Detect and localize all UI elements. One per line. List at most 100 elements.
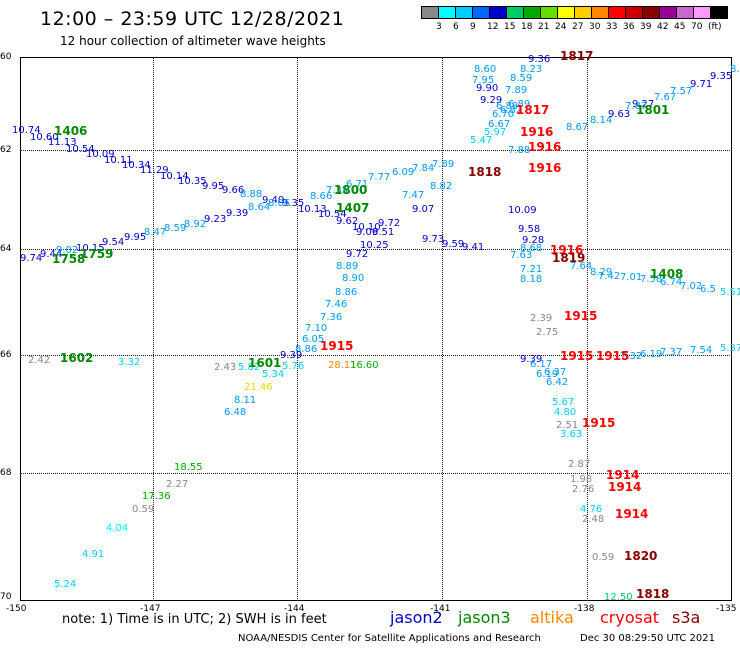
wave-height-value: 5.76 — [282, 361, 305, 372]
wave-height-value: 0.59 — [132, 504, 155, 515]
x-axis-label: -138 — [574, 604, 595, 614]
wave-height-value: 9.23 — [204, 214, 227, 225]
wave-height-value: 6.71 — [346, 179, 369, 190]
wave-height-value: 8.18 — [520, 274, 543, 285]
wave-height-value: 8.64 — [248, 202, 271, 213]
x-axis-label: -150 — [6, 604, 27, 614]
hour-label: 1817 — [516, 103, 550, 117]
x-axis-label: -135 — [716, 604, 737, 614]
grid-line-lat-66 — [20, 355, 732, 356]
wave-height-value: 8.89 — [336, 261, 359, 272]
hour-label: 1915 — [564, 309, 598, 323]
hour-label: 1408 — [650, 267, 684, 281]
grid-line-lon-144 — [297, 57, 298, 601]
color-swatch — [421, 6, 439, 19]
color-scale-label: 39 — [640, 22, 652, 32]
wave-height-value: 7.57 — [670, 86, 693, 97]
wave-height-value: 8.68 — [520, 243, 543, 254]
wave-height-value: 10.11 — [104, 155, 133, 166]
wave-height-value: 7.21 — [520, 264, 543, 275]
wave-height-value: 6.82 — [500, 105, 523, 116]
wave-height-value: 8.59 — [510, 73, 533, 84]
x-axis-label: -144 — [284, 604, 305, 614]
wave-height-value: 8.11 — [234, 395, 257, 406]
wave-height-value: 8.59 — [164, 223, 187, 234]
grid-line-lat-62 — [20, 150, 732, 151]
wave-height-value: 10.54 — [66, 144, 95, 155]
color-scale-label: 12 — [487, 22, 499, 32]
wave-height-value: 10.13 — [298, 204, 327, 215]
color-swatch — [608, 6, 626, 19]
hour-label: 1759 — [80, 247, 114, 261]
wave-height-value: 8.76 — [730, 64, 740, 75]
color-scale-label: 42 — [657, 22, 669, 32]
wave-height-value: 3.32 — [118, 357, 141, 368]
wave-height-value: 2.51 — [556, 420, 579, 431]
color-scale-label: 45 — [674, 22, 686, 32]
color-scale-label: 9 — [470, 22, 476, 32]
wave-height-value: 2.43 — [214, 362, 237, 373]
wave-height-value: 5.51 — [720, 287, 740, 298]
hour-label: 1801 — [636, 103, 670, 117]
color-scale-label: 3 — [436, 22, 442, 32]
map-subtitle: 12 hour collection of altimeter wave hei… — [60, 34, 326, 48]
wave-height-value: 10.25 — [360, 240, 389, 251]
wave-height-value: 8.60 — [474, 64, 497, 75]
wave-height-value: 10.09 — [508, 205, 537, 216]
color-scale-label: 36 — [623, 22, 635, 32]
wave-height-value: 2.27 — [166, 479, 189, 490]
color-swatch — [710, 6, 728, 19]
hour-label: 1916 — [550, 243, 584, 257]
hour-label: 1406 — [54, 124, 88, 138]
wave-height-value: 6.70 — [492, 109, 515, 120]
wave-height-value: 9.59 — [442, 239, 465, 250]
wave-height-value: 16.60 — [350, 360, 379, 371]
hour-label: 1818 — [468, 165, 502, 179]
wave-height-value: 9.95 — [202, 181, 225, 192]
wave-height-value: 10.35 — [178, 176, 207, 187]
wave-height-value: 9.63 — [608, 109, 631, 120]
wave-height-value: 2.39 — [530, 313, 553, 324]
wave-height-value: 6.37 — [544, 367, 567, 378]
wave-height-value: 7.89 — [432, 159, 455, 170]
wave-height-value: 9.41 — [462, 242, 485, 253]
wave-height-value: 6.05 — [302, 334, 325, 345]
hour-label: 1916 — [528, 140, 562, 154]
wave-height-value: 6.19 — [640, 349, 663, 360]
wave-height-value: 9.90 — [476, 83, 499, 94]
hour-label: 1916 — [520, 125, 554, 139]
wave-height-value: 2.75 — [536, 327, 559, 338]
wave-height-value: 8.66 — [310, 191, 333, 202]
hour-label: 1800 — [334, 183, 368, 197]
wave-height-value: 7.36 — [320, 312, 343, 323]
color-swatch — [472, 6, 490, 19]
hour-label: 1914 — [608, 480, 642, 494]
wave-height-value: 7.47 — [402, 190, 425, 201]
wave-height-value: 9.28 — [522, 235, 545, 246]
wave-height-value: 9.66 — [222, 185, 245, 196]
wave-height-value: 8.90 — [342, 273, 365, 284]
wave-height-value: 9.51 — [372, 227, 395, 238]
wave-height-value: 4.76 — [580, 504, 603, 515]
wave-height-value: 9.95 — [124, 232, 147, 243]
wave-height-value: 9.72 — [346, 249, 369, 260]
wave-height-value: 12.50 — [604, 592, 633, 603]
hour-label: 1915 — [320, 339, 354, 353]
wave-height-value: 9.02 — [56, 245, 79, 256]
color-scale-label: 27 — [572, 22, 584, 32]
wave-height-value: 10.60 — [30, 132, 59, 143]
hour-label: 1758 — [52, 252, 86, 266]
grid-line-lon-138 — [587, 57, 588, 601]
wave-height-value: 6.48 — [224, 407, 247, 418]
wave-height-value: 5.34 — [262, 369, 285, 380]
wave-height-value: 9.39 — [280, 350, 303, 361]
wave-height-value: 6.42 — [546, 377, 569, 388]
wave-height-value: 6.19 — [536, 369, 559, 380]
wave-height-value: 6.17 — [530, 359, 553, 370]
wave-height-value: 9.36 — [528, 54, 551, 65]
grid-line-lon-147 — [153, 57, 154, 601]
wave-height-value: 5.37 — [720, 343, 740, 354]
wave-height-value: 10.54 — [318, 209, 347, 220]
wave-height-value: 7.77 — [368, 172, 391, 183]
